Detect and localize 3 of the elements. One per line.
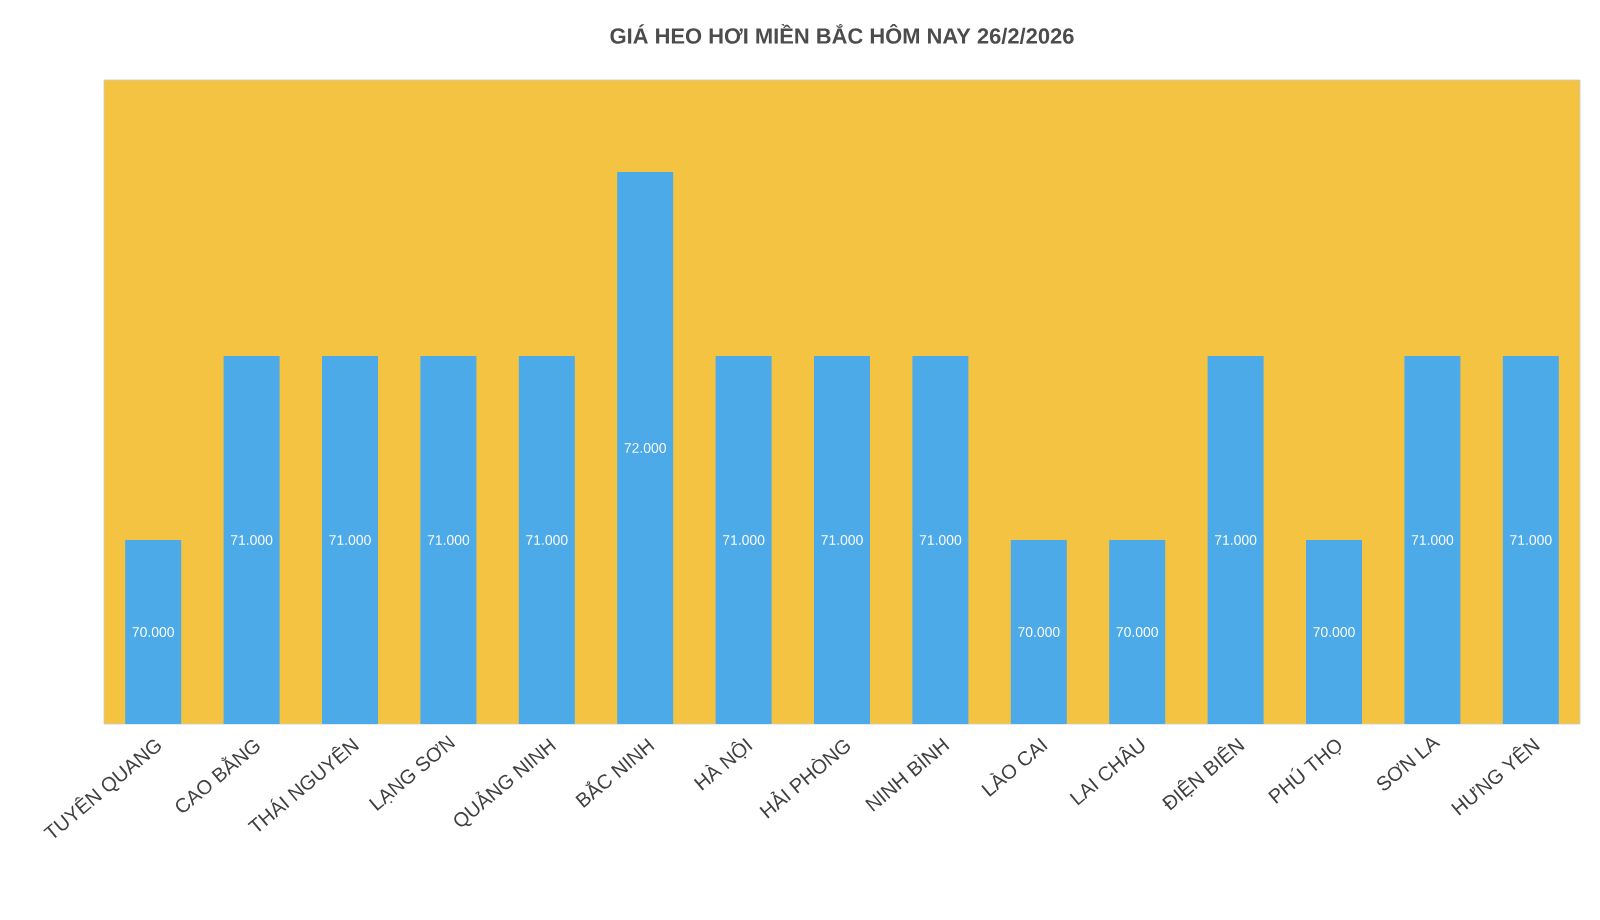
x-tick-label: HÀ NỘI xyxy=(693,737,753,791)
chart-title: GIÁ HEO HƠI MIỀN BẮC HÔM NAY 26/2/2026 xyxy=(610,23,1074,45)
x-tick-label: LÀO CAI xyxy=(981,737,1048,797)
